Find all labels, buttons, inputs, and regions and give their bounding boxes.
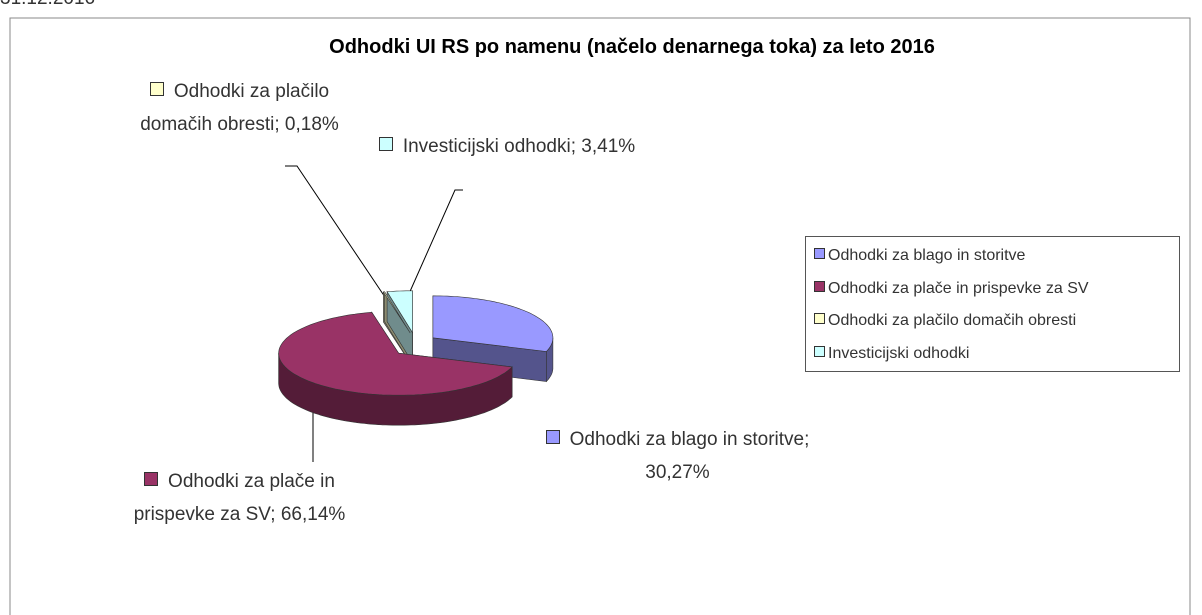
legend-label: Odhodki za plače in prispevke za SV <box>828 279 1089 297</box>
data-label: Investicijski odhodki; 3,41% <box>362 130 652 163</box>
pie <box>278 290 554 426</box>
label-separator: ; <box>804 429 810 450</box>
label-separator: ; <box>274 114 285 135</box>
data-label: Odhodki za blago in storitve; 30,27% <box>545 423 810 489</box>
slice <box>278 311 513 396</box>
label-swatch <box>144 472 159 486</box>
label-separator: ; <box>270 504 281 525</box>
label-category: Odhodki za blago in storitve <box>569 429 805 450</box>
slice <box>386 290 413 334</box>
label-value: 66,14% <box>280 504 346 525</box>
legend-swatch <box>814 313 825 324</box>
legend-label: Odhodki za blago in storitve <box>828 247 1026 264</box>
leader-line <box>403 189 463 306</box>
data-label: Odhodki za plače in prispevke za SV; 66,… <box>112 465 367 531</box>
legend-label: Investicijski odhodki <box>828 344 970 362</box>
label-separator: ; <box>570 136 582 157</box>
legend-label: Odhodki za plačilo domačih obresti <box>828 312 1077 329</box>
slice <box>432 295 554 352</box>
date: 31.12.2016 <box>0 0 95 10</box>
label-value: 3,41% <box>581 136 636 157</box>
legend-item: Odhodki za plačilo domačih obresti <box>814 312 1076 330</box>
legend-item: Odhodki za plače in prispevke za SV <box>814 280 1089 298</box>
label-category: Odhodki za plačilo domačih obresti <box>140 81 330 135</box>
data-label: Odhodki za plačilo domačih obresti; 0,18… <box>112 75 367 141</box>
legend-item: Investicijski odhodki <box>814 345 969 363</box>
legend-swatch <box>814 280 825 292</box>
legend-swatch <box>814 248 825 259</box>
label-swatch <box>149 82 164 96</box>
label-swatch <box>378 137 393 151</box>
legend-swatch <box>814 345 825 357</box>
leader-line <box>285 165 396 313</box>
label-category: Odhodki za plače in prispevke za SV <box>133 471 335 525</box>
legend-item: Odhodki za blago in storitve <box>814 247 1025 265</box>
label-value: 0,18% <box>284 114 339 135</box>
label-swatch <box>545 430 560 444</box>
label-value: 30,27% <box>645 462 710 483</box>
label-category: Investicijski odhodki <box>402 136 571 157</box>
chart-title: Odhodki UI RS po namenu (načelo denarneg… <box>329 36 935 58</box>
slice <box>382 291 411 334</box>
legend: Odhodki za blago in storitve Odhodki za p… <box>805 236 1180 372</box>
